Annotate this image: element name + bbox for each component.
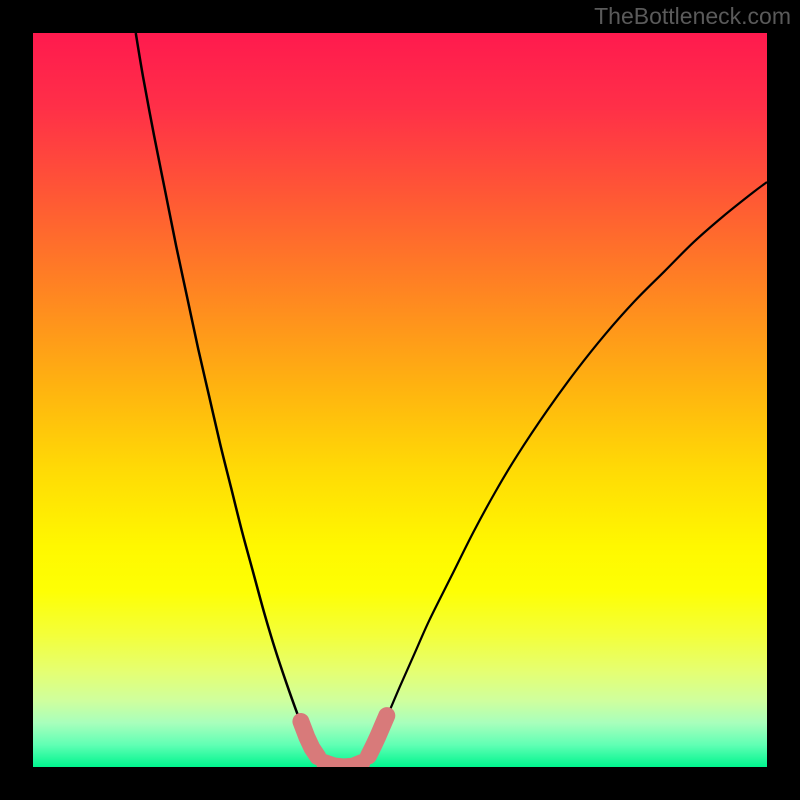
watermark-text: TheBottleneck.com <box>594 3 791 30</box>
gradient-background <box>33 33 767 767</box>
bottleneck-chart <box>0 0 800 800</box>
